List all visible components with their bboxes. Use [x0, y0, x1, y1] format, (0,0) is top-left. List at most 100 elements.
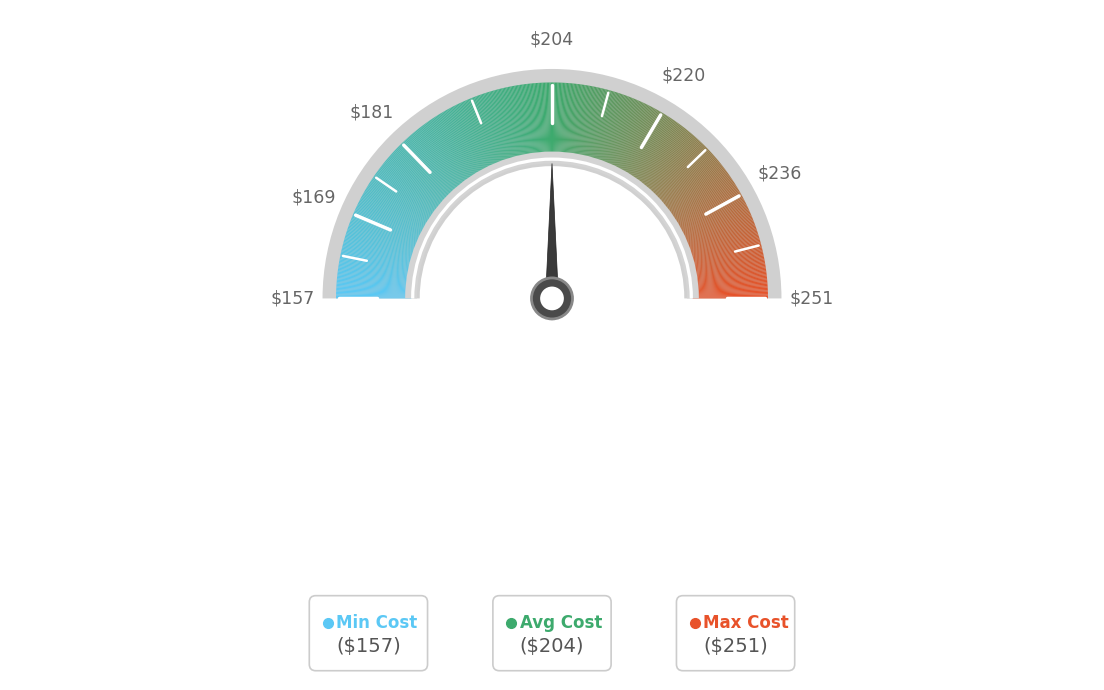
Text: $251: $251: [789, 289, 834, 308]
Wedge shape: [563, 83, 570, 159]
Wedge shape: [370, 181, 434, 223]
Wedge shape: [406, 138, 458, 195]
Wedge shape: [683, 224, 755, 251]
Wedge shape: [644, 135, 693, 193]
Wedge shape: [626, 115, 668, 180]
Wedge shape: [607, 99, 638, 170]
Wedge shape: [690, 255, 764, 271]
Wedge shape: [672, 187, 737, 227]
Wedge shape: [447, 109, 485, 176]
Wedge shape: [687, 238, 760, 260]
Wedge shape: [423, 124, 469, 186]
Wedge shape: [575, 86, 588, 160]
Wedge shape: [342, 247, 415, 266]
Wedge shape: [431, 119, 474, 182]
Wedge shape: [692, 282, 767, 288]
Wedge shape: [611, 102, 643, 171]
Wedge shape: [647, 139, 699, 195]
Wedge shape: [602, 97, 630, 168]
Wedge shape: [602, 96, 629, 167]
Wedge shape: [417, 128, 465, 188]
Wedge shape: [583, 88, 601, 161]
Wedge shape: [545, 83, 549, 158]
Wedge shape: [420, 127, 467, 188]
Wedge shape: [527, 84, 537, 159]
Wedge shape: [581, 87, 597, 161]
Wedge shape: [367, 187, 432, 227]
Wedge shape: [337, 279, 412, 287]
Wedge shape: [585, 88, 604, 162]
Wedge shape: [376, 172, 438, 217]
Wedge shape: [493, 90, 514, 164]
Wedge shape: [428, 121, 473, 184]
Wedge shape: [405, 139, 457, 195]
Wedge shape: [619, 109, 657, 176]
Wedge shape: [384, 161, 444, 210]
Wedge shape: [665, 169, 726, 215]
Wedge shape: [658, 157, 716, 208]
Wedge shape: [337, 289, 412, 293]
Wedge shape: [676, 195, 743, 233]
Wedge shape: [530, 83, 539, 159]
Wedge shape: [336, 296, 412, 297]
Wedge shape: [614, 104, 648, 172]
Wedge shape: [338, 267, 413, 279]
Wedge shape: [661, 164, 722, 212]
Wedge shape: [654, 148, 709, 201]
Wedge shape: [518, 85, 531, 160]
Wedge shape: [559, 83, 564, 158]
Wedge shape: [617, 107, 654, 175]
Wedge shape: [691, 274, 767, 284]
Wedge shape: [608, 101, 640, 170]
Wedge shape: [450, 107, 487, 175]
Wedge shape: [391, 154, 448, 205]
Text: $236: $236: [757, 165, 802, 183]
Wedge shape: [425, 123, 470, 185]
Wedge shape: [373, 176, 436, 219]
Wedge shape: [567, 83, 576, 159]
Wedge shape: [535, 83, 542, 159]
Wedge shape: [367, 186, 432, 226]
Wedge shape: [673, 190, 740, 228]
Wedge shape: [689, 248, 763, 267]
Wedge shape: [690, 264, 765, 277]
Wedge shape: [488, 92, 511, 164]
Wedge shape: [684, 228, 756, 253]
Wedge shape: [623, 112, 662, 177]
Wedge shape: [594, 92, 617, 165]
Wedge shape: [662, 166, 723, 213]
Wedge shape: [588, 90, 609, 163]
Wedge shape: [436, 115, 478, 180]
Wedge shape: [369, 183, 434, 224]
Wedge shape: [448, 108, 485, 175]
Wedge shape: [546, 83, 550, 158]
Wedge shape: [386, 159, 445, 208]
Wedge shape: [692, 295, 768, 297]
Wedge shape: [528, 83, 537, 159]
Wedge shape: [628, 117, 670, 181]
Wedge shape: [665, 170, 726, 216]
Wedge shape: [337, 274, 413, 284]
Wedge shape: [404, 140, 457, 196]
Wedge shape: [595, 93, 620, 165]
Wedge shape: [336, 297, 412, 299]
Wedge shape: [597, 94, 623, 166]
Wedge shape: [405, 152, 699, 299]
Wedge shape: [385, 159, 445, 209]
Wedge shape: [630, 119, 673, 182]
Wedge shape: [374, 175, 437, 219]
Wedge shape: [624, 113, 665, 179]
Wedge shape: [424, 124, 469, 186]
Wedge shape: [375, 172, 438, 217]
Wedge shape: [637, 127, 684, 188]
Wedge shape: [412, 133, 461, 191]
Wedge shape: [361, 195, 428, 233]
Wedge shape: [360, 198, 427, 234]
Wedge shape: [449, 108, 486, 175]
Wedge shape: [469, 99, 499, 169]
FancyBboxPatch shape: [677, 595, 795, 671]
Wedge shape: [643, 133, 692, 191]
Wedge shape: [680, 209, 750, 241]
Wedge shape: [456, 104, 490, 172]
Wedge shape: [692, 286, 767, 291]
